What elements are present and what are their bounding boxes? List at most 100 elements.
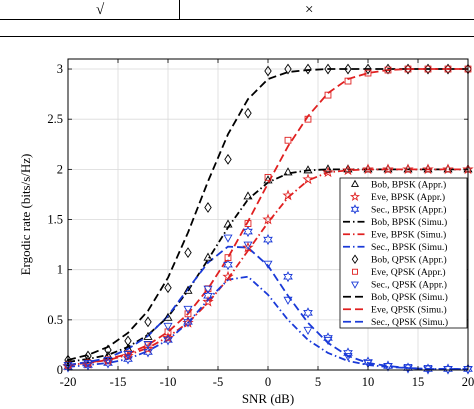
series-line-4 — [67, 168, 468, 366]
series-markers-8 — [63, 234, 473, 375]
data-point — [284, 63, 292, 75]
data-point — [344, 77, 352, 85]
data-point — [123, 350, 133, 360]
x-tick-label: 10 — [362, 375, 375, 389]
legend-entry: Eve, BPSK (Simu.) — [371, 230, 446, 241]
data-point — [422, 163, 434, 175]
data-point — [163, 312, 173, 321]
legend-entry: Sec., BPSK (Simu.) — [371, 242, 448, 253]
data-point — [423, 363, 433, 375]
data-point — [104, 344, 112, 356]
y-axis-label: Ergodic rate (bits/s/Hz) — [18, 154, 33, 276]
legend-entry: Eve, QPSK (Appr.) — [371, 267, 446, 278]
legend-entry: Bob, QPSK (Simu.) — [371, 292, 448, 303]
data-point — [303, 165, 313, 174]
table-cell-cross: × — [305, 2, 314, 18]
data-point — [162, 331, 174, 343]
legend-entry: Eve, BPSK (Appr.) — [371, 192, 445, 203]
data-point — [223, 219, 233, 228]
data-point — [402, 163, 414, 175]
data-point — [323, 336, 333, 346]
legend-entry: Bob, BPSK (Appr.) — [371, 180, 446, 191]
data-point — [184, 310, 192, 318]
data-point — [282, 189, 294, 201]
legend-swatch-marker — [350, 281, 360, 289]
data-point — [203, 285, 213, 294]
y-tick-label: 1 — [57, 263, 63, 277]
data-point — [382, 163, 394, 175]
data-point — [223, 234, 233, 243]
data-point — [284, 136, 292, 144]
data-point — [322, 166, 334, 178]
legend-entry: Bob, QPSK (Appr.) — [371, 255, 447, 266]
data-point — [444, 65, 452, 73]
legend-swatch-marker — [351, 254, 359, 265]
x-tick-label: 15 — [412, 375, 425, 389]
data-point — [283, 271, 293, 283]
data-point — [83, 360, 93, 369]
data-point — [343, 347, 353, 359]
data-point — [264, 65, 272, 77]
table-rules — [0, 0, 474, 37]
legend-entry: Sec., QPSK (Simu.) — [371, 317, 448, 328]
data-point — [143, 331, 153, 340]
data-point — [303, 326, 313, 335]
x-axis-label: SNR (dB) — [242, 391, 294, 406]
data-point — [324, 63, 332, 75]
series-line-11 — [67, 245, 468, 370]
legend-entry: Eve, QPSK (Simu.) — [371, 305, 447, 316]
data-point — [303, 307, 313, 319]
data-point — [164, 328, 172, 336]
curves — [67, 68, 468, 370]
y-tick-label: 0.5 — [47, 313, 63, 327]
data-point — [224, 254, 232, 262]
data-point — [203, 290, 213, 302]
x-tick-label: 5 — [315, 375, 321, 389]
data-point — [383, 164, 393, 173]
data-point — [124, 335, 132, 347]
data-point — [262, 213, 274, 225]
data-point — [283, 296, 293, 305]
data-point — [224, 153, 232, 165]
y-tick-label: 2.5 — [47, 112, 63, 126]
data-point — [403, 364, 413, 373]
data-point — [103, 357, 113, 369]
data-point — [362, 163, 374, 175]
data-point — [164, 282, 172, 294]
data-point — [323, 164, 333, 173]
data-point — [364, 63, 372, 75]
data-point — [424, 65, 432, 73]
data-point — [304, 63, 312, 75]
data-point — [383, 363, 393, 372]
data-point — [263, 175, 273, 184]
data-point — [183, 285, 193, 294]
data-point — [364, 69, 372, 77]
data-point — [143, 346, 153, 358]
data-point — [143, 340, 153, 350]
x-tick-label: 20 — [462, 375, 474, 389]
data-point — [204, 202, 212, 213]
series-line-5 — [67, 275, 468, 370]
data-point — [163, 322, 173, 331]
legend-entry: Sec., QPSK (Appr.) — [371, 280, 447, 291]
data-point — [144, 316, 152, 328]
axis-ticks: -20 -15 -10 -5 0 5 10 15 20 0 0.5 1 1.5 2 2.5 3 — [47, 59, 474, 389]
data-point — [184, 247, 192, 259]
data-point — [323, 332, 333, 344]
table-cell-check: √ — [96, 2, 105, 18]
series-line-10 — [67, 68, 468, 366]
legend-swatch-marker — [350, 179, 360, 187]
data-point — [283, 167, 293, 176]
legend-swatch-marker — [350, 204, 360, 215]
data-point — [183, 305, 193, 314]
data-point — [442, 163, 454, 175]
data-point — [443, 164, 453, 173]
data-point — [222, 270, 234, 282]
data-point — [324, 91, 332, 99]
y-tick-label: 3 — [57, 62, 63, 76]
y-tick-label: 2 — [57, 162, 63, 176]
data-point — [363, 164, 373, 173]
data-point — [243, 241, 253, 250]
data-point — [404, 63, 412, 75]
data-point — [302, 173, 314, 185]
